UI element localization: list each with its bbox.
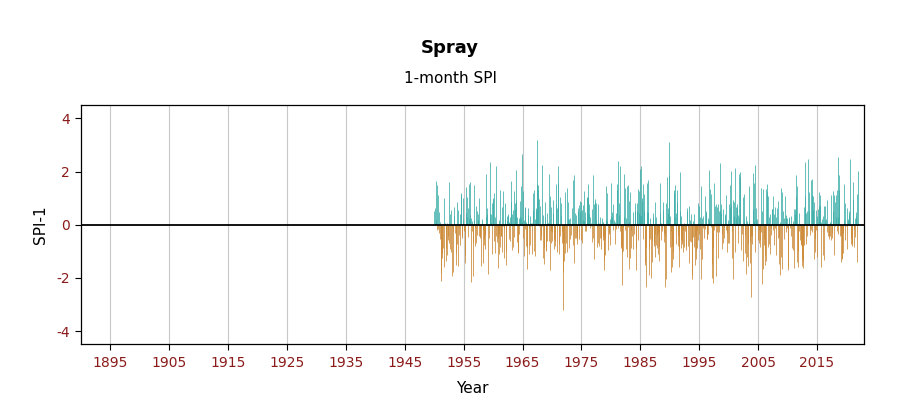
Text: Spray: Spray (421, 39, 479, 57)
Y-axis label: SPI-1: SPI-1 (33, 205, 48, 244)
X-axis label: Year: Year (456, 381, 489, 396)
Text: 1-month SPI: 1-month SPI (403, 71, 497, 86)
